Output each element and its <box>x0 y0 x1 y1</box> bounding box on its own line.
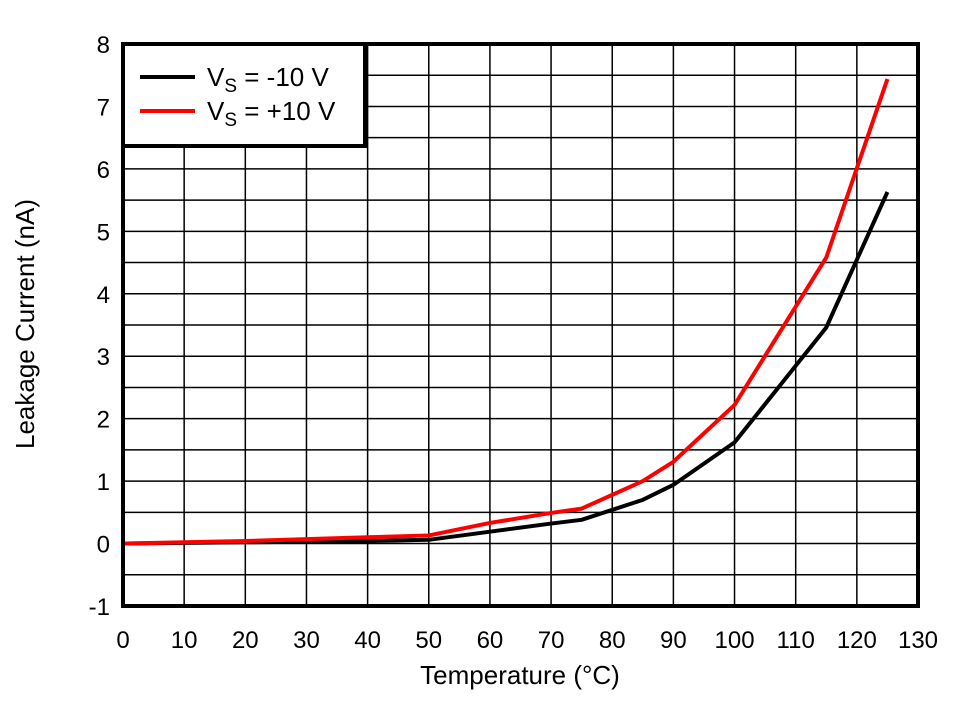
x-tick-label: 10 <box>171 627 198 654</box>
x-tick-label: 50 <box>415 627 442 654</box>
series-line <box>122 191 890 546</box>
y-tick-label: 1 <box>97 469 110 496</box>
y-tick-label: 4 <box>97 282 110 309</box>
y-tick-label: 0 <box>97 532 110 559</box>
x-tick-label: 90 <box>660 627 687 654</box>
y-tick-label: 7 <box>97 94 110 121</box>
series-line <box>122 78 890 546</box>
y-tick-label: 5 <box>97 219 110 246</box>
y-tick-label: 8 <box>97 32 110 59</box>
y-axis-label: Leakage Current (nA) <box>10 199 40 449</box>
x-tick-label: 100 <box>715 627 755 654</box>
y-tick-label: -1 <box>89 594 110 621</box>
x-tick-label: 30 <box>293 627 320 654</box>
y-tick-label: 3 <box>97 344 110 371</box>
y-axis-ticks: -1 0 1 2 3 4 5 6 7 8 <box>89 32 110 621</box>
x-tick-label: 110 <box>777 627 815 654</box>
x-tick-label: 60 <box>477 627 504 654</box>
legend-entry-label: VS = +10 V <box>207 96 336 131</box>
legend-entry-label: VS = -10 V <box>207 62 329 97</box>
x-tick-label: 120 <box>837 627 877 654</box>
x-tick-label: 70 <box>538 627 565 654</box>
legend-box <box>121 42 367 148</box>
x-tick-label: 20 <box>232 627 259 654</box>
plot-frame <box>121 42 920 608</box>
x-axis-label: Temperature (°C) <box>420 660 620 690</box>
x-tick-label: 0 <box>116 627 129 654</box>
x-axis-ticks: 0 10 20 30 40 50 60 70 80 90 100 110 120 130 <box>116 627 938 654</box>
y-tick-label: 6 <box>97 157 110 184</box>
y-tick-label: 2 <box>97 407 110 434</box>
x-tick-label: 130 <box>898 627 938 654</box>
series-lines <box>122 78 890 546</box>
legend: VS = -10 VVS = +10 V <box>121 42 367 148</box>
x-tick-label: 40 <box>354 627 381 654</box>
x-tick-label: 80 <box>599 627 626 654</box>
